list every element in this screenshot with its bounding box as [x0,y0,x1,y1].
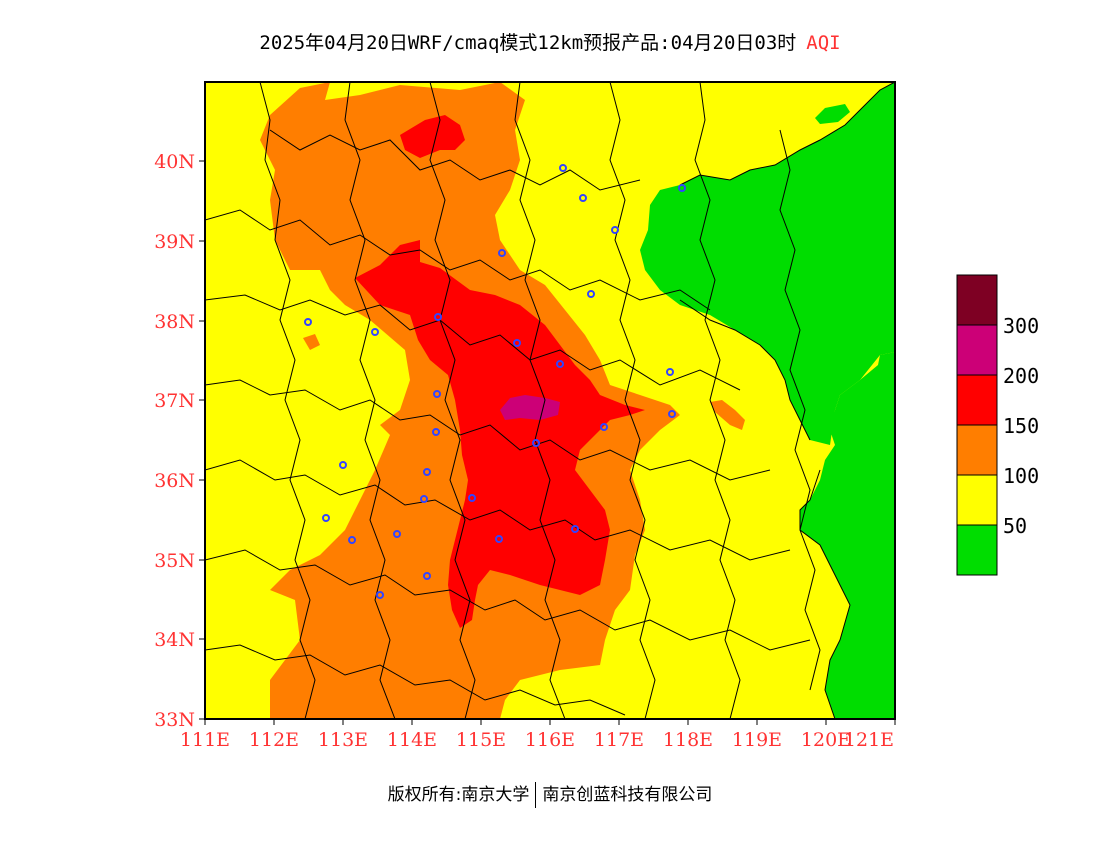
city-marker [513,339,521,347]
map-title: 2025年04月20日WRF/cmaq模式12km预报产品:04月20日03时 A… [0,28,1100,55]
legend-swatch [956,374,998,426]
title-main: 2025年04月20日WRF/cmaq模式12km预报产品:04月20日03时 [259,32,797,54]
city-marker [495,535,503,543]
admin-boundaries [205,82,895,719]
city-marker [600,423,608,431]
city-marker [393,530,401,538]
lon-label: 112E [249,729,299,751]
city-marker [420,495,428,503]
city-marker [559,164,567,172]
legend-label: 300 [1003,314,1039,338]
city-marker [423,468,431,476]
city-marker [571,525,579,533]
city-marker [587,290,595,298]
lon-label: 116E [525,729,575,751]
lon-label: 111E [180,729,230,751]
lat-label: 39N [154,231,195,253]
city-marker [432,428,440,436]
lon-axis [204,719,896,725]
city-markers [304,164,686,599]
city-marker [322,514,330,522]
city-marker [339,461,347,469]
lat-label: 34N [154,629,195,651]
good-zone-northeast [640,82,895,445]
lat-label: 37N [154,390,195,412]
title-variable: AQI [806,32,841,54]
city-marker [666,368,674,376]
lat-label: 36N [154,470,195,492]
legend-swatch [956,474,998,526]
lat-label: 38N [154,311,195,333]
usg-zone-west-blob [303,334,320,350]
city-marker [376,591,384,599]
city-marker [678,184,686,192]
city-marker [348,536,356,544]
city-marker [423,572,431,580]
legend-swatch [956,324,998,376]
aqi-field [205,82,895,719]
lat-label: 35N [154,550,195,572]
lon-label: 120E [801,729,851,751]
city-marker [579,194,587,202]
city-marker [434,313,442,321]
good-zone-east [800,82,895,719]
city-marker [668,410,676,418]
legend-label: 100 [1003,464,1039,488]
lon-label: 114E [387,729,437,751]
usg-zone-east-blob [710,400,745,430]
lon-label: 121E [844,729,894,751]
lat-label: 40N [154,151,195,173]
legend-label: 200 [1003,364,1039,388]
lat-axis [199,160,205,720]
lon-label: 115E [456,729,506,751]
lon-label: 118E [663,729,713,751]
city-marker [304,318,312,326]
lat-label: 33N [154,709,195,731]
lon-label: 117E [594,729,644,751]
legend-swatch [956,524,998,576]
credit-separator [535,782,537,808]
city-marker [498,249,506,257]
credit-left: 版权所有:南京大学 [387,785,530,805]
lon-label: 113E [318,729,368,751]
city-marker [433,390,441,398]
legend-label: 150 [1003,414,1039,438]
good-zone-north-blob [815,104,850,124]
city-marker [371,328,379,336]
city-marker [556,360,564,368]
aqi-legend [956,274,998,576]
unhealthy-zone-north [400,115,465,158]
city-marker [532,439,540,447]
legend-swatch [956,424,998,476]
city-marker [611,226,619,234]
city-marker [468,494,476,502]
copyright-footer: 版权所有:南京大学 南京创蓝科技有限公司 [0,780,1100,808]
legend-label: 50 [1003,514,1027,538]
lon-label: 119E [732,729,782,751]
credit-right: 南京创蓝科技有限公司 [542,785,713,805]
legend-swatch [956,274,998,326]
